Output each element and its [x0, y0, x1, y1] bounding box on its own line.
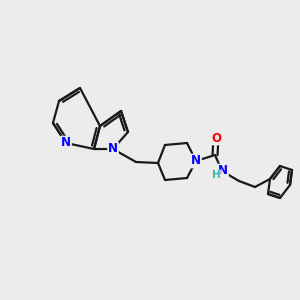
Text: N: N [61, 136, 71, 149]
Text: N: N [108, 142, 118, 155]
Text: N: N [218, 164, 228, 178]
Text: O: O [211, 131, 221, 145]
Text: H: H [212, 170, 220, 180]
Text: N: N [191, 154, 201, 167]
